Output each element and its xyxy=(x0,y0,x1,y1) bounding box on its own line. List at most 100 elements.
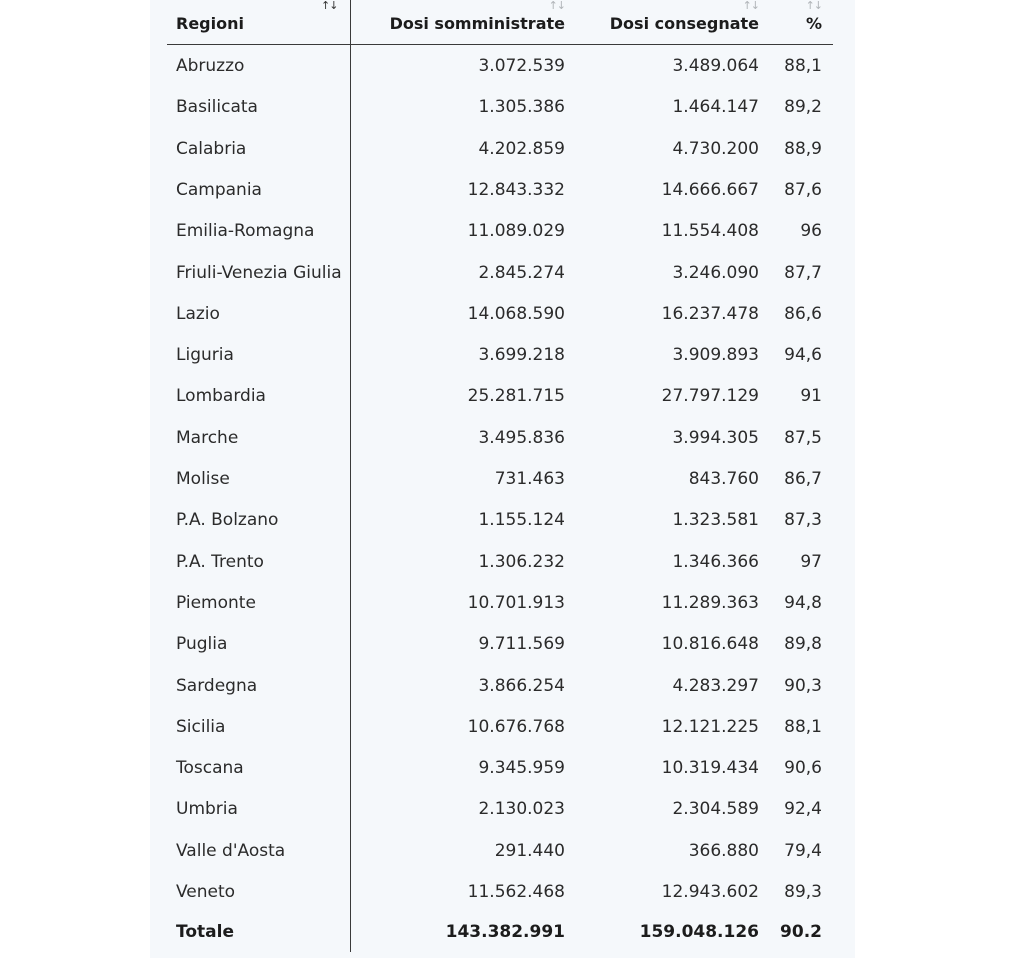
region-cell: Lombardia xyxy=(176,386,266,407)
region-cell: Calabria xyxy=(176,138,247,159)
administered-cell: 2.845.274 xyxy=(478,262,565,283)
sort-delivered-icon[interactable]: ↑↓ xyxy=(742,0,760,12)
percent-cell: 88,1 xyxy=(784,716,822,737)
table-row: Emilia-Romagna 11.089.029 11.554.408 96 xyxy=(0,211,1024,252)
table-row: Umbria 2.130.023 2.304.589 92,4 xyxy=(0,789,1024,830)
administered-cell: 9.345.959 xyxy=(478,758,565,779)
percent-cell: 87,6 xyxy=(784,179,822,200)
delivered-cell: 1.464.147 xyxy=(672,97,759,118)
delivered-cell: 11.554.408 xyxy=(661,221,759,242)
table-row: Veneto 11.562.468 12.943.602 89,3 xyxy=(0,872,1024,913)
region-cell: Molise xyxy=(176,469,230,489)
sort-percent-icon[interactable]: ↑↓ xyxy=(805,0,823,12)
administered-cell: 25.281.715 xyxy=(467,386,565,407)
percent-cell: 79,4 xyxy=(784,840,822,861)
region-cell: Basilicata xyxy=(176,97,258,118)
total-delivered: 159.048.126 xyxy=(639,922,759,942)
percent-cell: 89,8 xyxy=(784,634,822,655)
table-row: Calabria 4.202.859 4.730.200 88,9 xyxy=(0,129,1024,170)
administered-cell: 11.089.029 xyxy=(467,221,565,242)
table-row: Toscana 9.345.959 10.319.434 90,6 xyxy=(0,748,1024,789)
administered-cell: 3.072.539 xyxy=(478,56,565,76)
percent-cell: 90,6 xyxy=(784,758,822,779)
header-delivered[interactable]: Dosi consegnate xyxy=(609,14,759,33)
table-row: Valle d'Aosta 291.440 366.880 79,4 xyxy=(0,831,1024,872)
percent-cell: 88,1 xyxy=(784,56,822,76)
percent-cell: 89,3 xyxy=(784,882,822,902)
delivered-cell: 10.816.648 xyxy=(661,634,759,655)
region-cell: Abruzzo xyxy=(176,56,245,76)
administered-cell: 11.562.468 xyxy=(467,882,565,902)
header-administered[interactable]: Dosi somministrate xyxy=(389,14,565,33)
column-divider xyxy=(350,0,351,952)
header-region[interactable]: Regioni xyxy=(176,14,244,33)
administered-cell: 12.843.332 xyxy=(467,179,565,200)
delivered-cell: 3.489.064 xyxy=(672,56,759,76)
region-cell: P.A. Trento xyxy=(176,551,264,572)
administered-cell: 1.305.386 xyxy=(478,97,565,118)
table-row: Lombardia 25.281.715 27.797.129 91 xyxy=(0,376,1024,417)
delivered-cell: 3.994.305 xyxy=(672,427,759,448)
administered-cell: 731.463 xyxy=(494,469,565,489)
delivered-cell: 843.760 xyxy=(688,469,759,489)
percent-cell: 97 xyxy=(800,551,822,572)
administered-cell: 1.306.232 xyxy=(478,551,565,572)
administered-cell: 3.866.254 xyxy=(478,675,565,696)
administered-cell: 14.068.590 xyxy=(467,303,565,324)
region-cell: Valle d'Aosta xyxy=(176,840,286,861)
region-cell: Lazio xyxy=(176,303,220,324)
administered-cell: 9.711.569 xyxy=(478,634,565,655)
delivered-cell: 3.909.893 xyxy=(672,345,759,366)
delivered-cell: 3.246.090 xyxy=(672,262,759,283)
total-percent: 90.2 xyxy=(780,922,822,942)
delivered-cell: 366.880 xyxy=(688,840,759,861)
delivered-cell: 27.797.129 xyxy=(661,386,759,407)
percent-cell: 94,6 xyxy=(784,345,822,366)
table-row: Piemonte 10.701.913 11.289.363 94,8 xyxy=(0,583,1024,624)
table-row: Basilicata 1.305.386 1.464.147 89,2 xyxy=(0,87,1024,128)
administered-cell: 291.440 xyxy=(494,840,565,861)
percent-cell: 87,3 xyxy=(784,510,822,531)
delivered-cell: 14.666.667 xyxy=(661,179,759,200)
table-row: Liguria 3.699.218 3.909.893 94,6 xyxy=(0,335,1024,376)
administered-cell: 10.701.913 xyxy=(467,592,565,613)
table-row: P.A. Trento 1.306.232 1.346.366 97 xyxy=(0,542,1024,583)
sort-region-icon[interactable]: ↑↓ xyxy=(321,0,338,12)
delivered-cell: 4.283.297 xyxy=(672,675,759,696)
delivered-cell: 16.237.478 xyxy=(661,303,759,324)
delivered-cell: 2.304.589 xyxy=(672,799,759,820)
percent-cell: 92,4 xyxy=(784,799,822,820)
table-row: Puglia 9.711.569 10.816.648 89,8 xyxy=(0,624,1024,665)
administered-cell: 2.130.023 xyxy=(478,799,565,820)
header-divider xyxy=(167,44,833,45)
table-header: ↑↓ Regioni ↑↓ Dosi somministrate ↑↓ Dosi… xyxy=(0,0,1024,45)
table-row: Lazio 14.068.590 16.237.478 86,6 xyxy=(0,294,1024,335)
total-administered: 143.382.991 xyxy=(445,922,565,942)
sort-administered-icon[interactable]: ↑↓ xyxy=(548,0,566,12)
delivered-cell: 10.319.434 xyxy=(661,758,759,779)
table-row: Abruzzo 3.072.539 3.489.064 88,1 xyxy=(0,46,1024,87)
percent-cell: 96 xyxy=(800,221,822,242)
region-cell: Sicilia xyxy=(176,716,226,737)
region-cell: Emilia-Romagna xyxy=(176,221,315,242)
region-cell: Piemonte xyxy=(176,592,256,613)
total-label: Totale xyxy=(176,922,234,942)
percent-cell: 88,9 xyxy=(784,138,822,159)
table-panel xyxy=(150,0,855,958)
delivered-cell: 4.730.200 xyxy=(672,138,759,159)
region-cell: Liguria xyxy=(176,345,234,366)
delivered-cell: 12.121.225 xyxy=(661,716,759,737)
region-cell: Sardegna xyxy=(176,675,258,696)
table-row: Marche 3.495.836 3.994.305 87,5 xyxy=(0,418,1024,459)
delivered-cell: 1.323.581 xyxy=(672,510,759,531)
region-cell: Campania xyxy=(176,179,262,200)
table-row: Molise 731.463 843.760 86,7 xyxy=(0,459,1024,500)
administered-cell: 10.676.768 xyxy=(467,716,565,737)
delivered-cell: 1.346.366 xyxy=(672,551,759,572)
header-percent[interactable]: % xyxy=(805,14,822,33)
region-cell: Marche xyxy=(176,427,239,448)
region-cell: Veneto xyxy=(176,882,236,902)
administered-cell: 4.202.859 xyxy=(478,138,565,159)
delivered-cell: 12.943.602 xyxy=(661,882,759,902)
percent-cell: 90,3 xyxy=(784,675,822,696)
